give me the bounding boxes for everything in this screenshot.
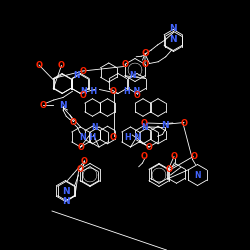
Text: O: O <box>191 152 198 161</box>
Text: O: O <box>180 118 188 128</box>
Text: O: O <box>110 88 117 96</box>
Text: O: O <box>134 91 140 100</box>
Text: N: N <box>161 121 168 130</box>
Text: N: N <box>129 70 136 80</box>
Text: N: N <box>62 198 69 206</box>
Text: O: O <box>80 91 86 100</box>
Text: O: O <box>142 60 148 69</box>
Text: N: N <box>91 124 98 132</box>
Text: O: O <box>80 66 86 76</box>
Text: O: O <box>58 61 65 70</box>
Text: O: O <box>40 100 46 110</box>
Text: N: N <box>62 186 69 196</box>
Text: O: O <box>141 118 148 128</box>
Text: O: O <box>77 144 84 152</box>
Text: N: N <box>170 36 177 44</box>
Text: H N: H N <box>125 133 141 142</box>
Text: N: N <box>59 101 67 110</box>
Text: N: N <box>170 24 177 33</box>
Text: O: O <box>110 133 117 142</box>
Text: O: O <box>36 60 43 70</box>
Text: N: N <box>141 124 148 132</box>
Text: O: O <box>81 156 88 166</box>
Text: O: O <box>141 152 148 161</box>
Text: O: O <box>76 165 84 174</box>
Text: O: O <box>170 152 177 161</box>
Text: O: O <box>122 60 128 69</box>
Text: O: O <box>141 50 149 58</box>
Text: N: N <box>73 70 79 80</box>
Text: H N: H N <box>124 88 140 96</box>
Text: N: N <box>194 170 201 179</box>
Text: N H: N H <box>82 87 98 96</box>
Text: O: O <box>166 165 172 174</box>
Text: N H: N H <box>80 132 96 141</box>
Text: O: O <box>70 118 77 127</box>
Text: O: O <box>146 144 152 152</box>
